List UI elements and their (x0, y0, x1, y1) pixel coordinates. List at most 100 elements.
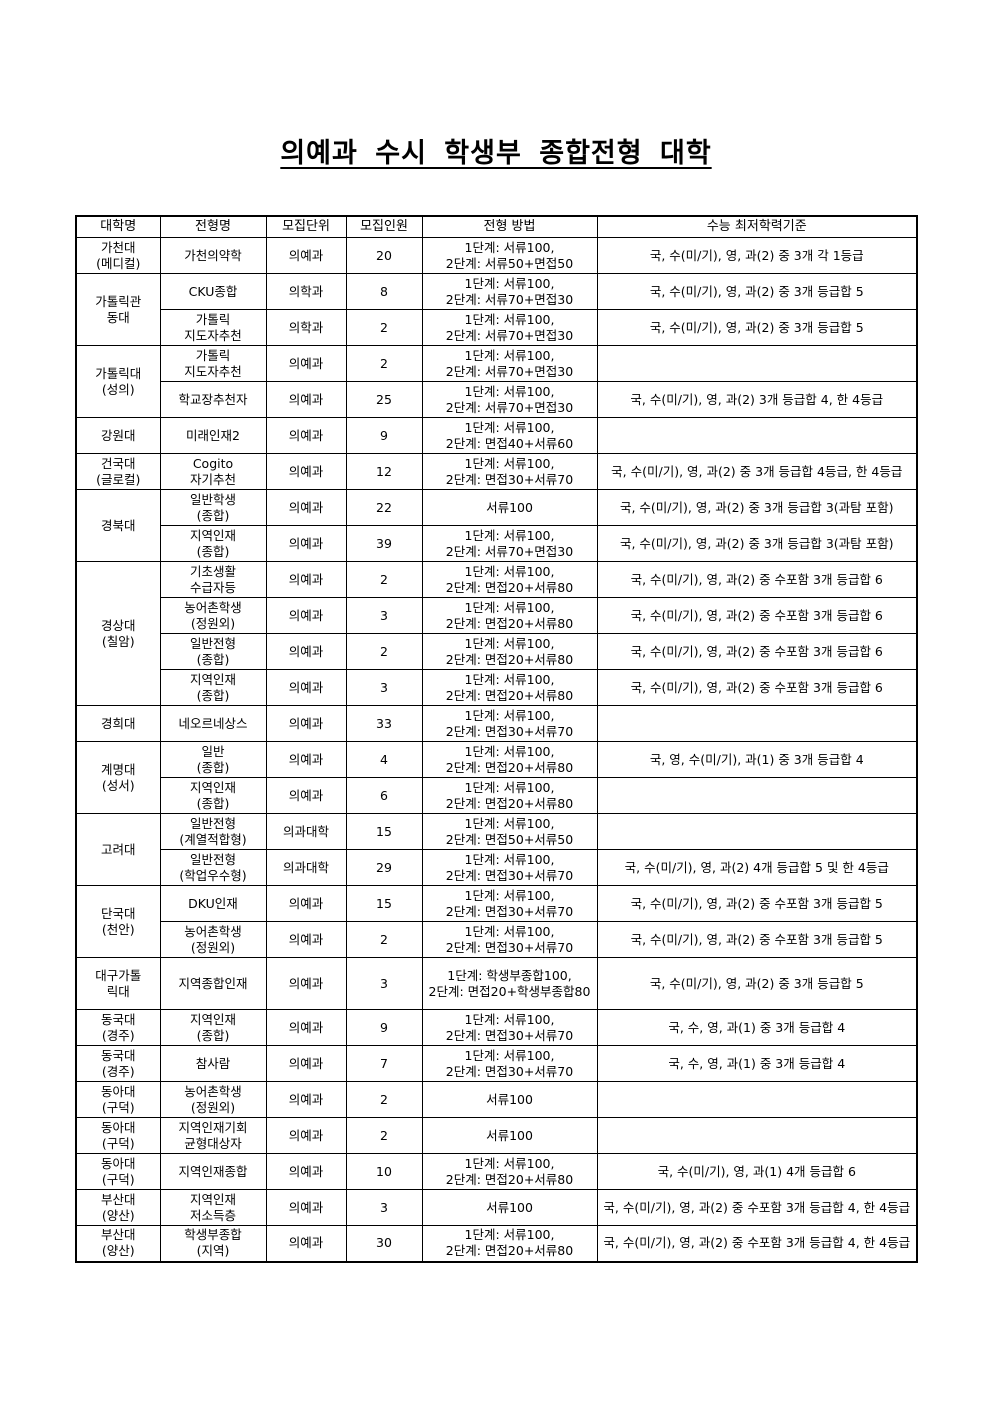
min-criteria-cell: 국, 수(미/기), 영, 과(2) 중 수포함 3개 등급합 4, 한 4등급 (596, 1189, 918, 1226)
unit-cell: 의예과 (265, 1189, 347, 1226)
min-criteria-cell: 국, 수(미/기), 영, 과(2) 중 수포함 3개 등급합 6 (596, 633, 918, 670)
count-cell: 2 (345, 921, 423, 958)
method-cell: 서류100 (421, 1189, 598, 1226)
col-header-count: 모집인원 (345, 215, 423, 238)
table-row: 계명대 (성서) 일반 (종합) 의예과 4 1단계: 서류100, 2단계: … (75, 741, 918, 814)
min-criteria-cell (596, 1081, 918, 1118)
table-row: 일반전형 (종합) 의예과 2 1단계: 서류100, 2단계: 면접20+서류… (76, 633, 918, 670)
count-cell: 29 (345, 849, 423, 886)
method-cell: 1단계: 서류100, 2단계: 면접30+서류70 (421, 885, 598, 922)
method-cell: 1단계: 서류100, 2단계: 면접20+서류80 (421, 597, 598, 634)
method-cell: 1단계: 서류100, 2단계: 면접30+서류70 (421, 453, 598, 490)
table-row: 농어촌학생 (정원외) 의예과 3 1단계: 서류100, 2단계: 면접20+… (76, 597, 918, 634)
university-cell: 단국대 (천안) (75, 885, 161, 958)
count-cell: 3 (345, 1189, 423, 1226)
university-cell: 가톨릭대 (성의) (75, 345, 161, 418)
count-cell: 22 (345, 489, 423, 526)
track-cell: 참사람 (159, 1045, 267, 1082)
method-cell: 1단계: 서류100, 2단계: 면접30+서류70 (421, 705, 598, 742)
track-cell: 지역인재 (종합) (159, 525, 267, 562)
unit-cell: 의예과 (265, 1009, 347, 1046)
table-row: 동아대 (구덕) 지역인재기회 균형대상자 의예과 2 서류100 (75, 1117, 918, 1154)
count-cell: 3 (345, 957, 423, 1010)
method-cell: 1단계: 서류100, 2단계: 면접40+서류60 (421, 417, 598, 454)
track-cell: 가톨릭 지도자추천 (159, 309, 267, 346)
unit-cell: 의예과 (265, 1225, 347, 1262)
count-cell: 30 (345, 1225, 423, 1262)
method-cell: 1단계: 서류100, 2단계: 면접30+서류70 (421, 1009, 598, 1046)
table-row: 동아대 (구덕) 지역인재종합 의예과 10 1단계: 서류100, 2단계: … (75, 1153, 918, 1190)
count-cell: 15 (345, 813, 423, 850)
count-cell: 25 (345, 381, 423, 418)
method-cell: 서류100 (421, 1081, 598, 1118)
table-row: 동국대 (경주) 참사람 의예과 7 1단계: 서류100, 2단계: 면접30… (75, 1045, 918, 1082)
min-criteria-cell: 국, 영, 수(미/기), 과(1) 중 3개 등급합 4 (596, 741, 918, 778)
min-criteria-cell: 국, 수(미/기), 영, 과(2) 중 3개 각 1등급 (596, 237, 918, 274)
university-cell: 동국대 (경주) (75, 1045, 161, 1082)
track-cell: 일반전형 (계열적합형) (159, 813, 267, 850)
method-cell: 1단계: 서류100, 2단계: 면접30+서류70 (421, 1045, 598, 1082)
track-cell: 지역인재 (종합) (159, 777, 267, 814)
unit-cell: 의예과 (265, 381, 347, 418)
track-cell: 일반전형 (종합) (159, 633, 267, 670)
track-cell: 일반전형 (학업우수형) (159, 849, 267, 886)
min-criteria-cell (596, 1117, 918, 1154)
method-cell: 1단계: 학생부종합100, 2단계: 면접20+학생부종합80 (421, 957, 598, 1010)
unit-cell: 의예과 (265, 345, 347, 382)
unit-cell: 의예과 (265, 777, 347, 814)
table-row: 가천대 (메디컬) 가천의약학 의예과 20 1단계: 서류100, 2단계: … (75, 237, 918, 274)
university-cell: 건국대 (글로컬) (75, 453, 161, 490)
unit-cell: 의예과 (265, 957, 347, 1010)
university-cell: 동국대 (경주) (75, 1009, 161, 1046)
min-criteria-cell: 국, 수, 영, 과(1) 중 3개 등급합 4 (596, 1045, 918, 1082)
min-criteria-cell (596, 705, 918, 742)
min-criteria-cell: 국, 수(미/기), 영, 과(2) 4개 등급합 5 및 한 4등급 (596, 849, 918, 886)
unit-cell: 의예과 (265, 1117, 347, 1154)
unit-cell: 의예과 (265, 705, 347, 742)
table-row: 고려대 일반전형 (계열적합형) 의과대학 15 1단계: 서류100, 2단계… (75, 813, 918, 886)
count-cell: 8 (345, 273, 423, 310)
university-cell: 부산대 (양산) (75, 1225, 161, 1262)
method-cell: 1단계: 서류100, 2단계: 면접20+서류80 (421, 1153, 598, 1190)
method-cell: 서류100 (421, 1117, 598, 1154)
track-cell: 학교장추천자 (159, 381, 267, 418)
count-cell: 3 (345, 669, 423, 706)
min-criteria-cell: 국, 수(미/기), 영, 과(2) 3개 등급합 4, 한 4등급 (596, 381, 918, 418)
university-cell: 강원대 (75, 417, 161, 454)
track-cell: 가천의약학 (159, 237, 267, 274)
min-criteria-cell: 국, 수(미/기), 영, 과(2) 중 수포함 3개 등급합 5 (596, 885, 918, 922)
min-criteria-cell: 국, 수(미/기), 영, 과(2) 중 수포함 3개 등급합 6 (596, 597, 918, 634)
unit-cell: 의예과 (265, 921, 347, 958)
method-cell: 1단계: 서류100, 2단계: 서류70+면접30 (421, 309, 598, 346)
unit-cell: 의예과 (265, 1153, 347, 1190)
unit-cell: 의예과 (265, 1045, 347, 1082)
col-header-unit: 모집단위 (265, 215, 347, 238)
method-cell: 1단계: 서류100, 2단계: 면접20+서류80 (421, 1225, 598, 1262)
table-row: 강원대 미래인재2 의예과 9 1단계: 서류100, 2단계: 면접40+서류… (75, 417, 918, 454)
min-criteria-cell: 국, 수(미/기), 영, 과(2) 중 3개 등급합 3(과탐 포함) (596, 489, 918, 526)
table-row: 지역인재 (종합) 의예과 6 1단계: 서류100, 2단계: 면접20+서류… (76, 777, 918, 814)
track-cell: 네오르네상스 (159, 705, 267, 742)
method-cell: 1단계: 서류100, 2단계: 면접20+서류80 (421, 633, 598, 670)
unit-cell: 의예과 (265, 525, 347, 562)
table-row: 가톨릭대 (성의) 가톨릭 지도자추천 의예과 2 1단계: 서류100, 2단… (75, 345, 918, 418)
table-row: 가톨릭관 동대 CKU종합 의학과 8 1단계: 서류100, 2단계: 서류7… (75, 273, 918, 346)
university-cell: 동아대 (구덕) (75, 1153, 161, 1190)
count-cell: 9 (345, 417, 423, 454)
track-cell: 지역인재기회 균형대상자 (159, 1117, 267, 1154)
unit-cell: 의예과 (265, 453, 347, 490)
min-criteria-cell (596, 813, 918, 850)
table-row: 건국대 (글로컬) Cogito 자기추천 의예과 12 1단계: 서류100,… (75, 453, 918, 490)
min-criteria-cell: 국, 수(미/기), 영, 과(2) 중 3개 등급합 5 (596, 309, 918, 346)
method-cell: 1단계: 서류100, 2단계: 면접30+서류70 (421, 849, 598, 886)
min-criteria-cell: 국, 수(미/기), 영, 과(2) 중 수포함 3개 등급합 4, 한 4등급 (596, 1225, 918, 1262)
table-row: 가톨릭 지도자추천 의학과 2 1단계: 서류100, 2단계: 서류70+면접… (76, 309, 918, 346)
method-cell: 1단계: 서류100, 2단계: 면접20+서류80 (421, 561, 598, 598)
method-cell: 서류100 (421, 489, 598, 526)
count-cell: 3 (345, 597, 423, 634)
count-cell: 39 (345, 525, 423, 562)
method-cell: 1단계: 서류100, 2단계: 면접20+서류80 (421, 777, 598, 814)
min-criteria-cell (596, 777, 918, 814)
university-cell: 가톨릭관 동대 (75, 273, 161, 346)
count-cell: 33 (345, 705, 423, 742)
